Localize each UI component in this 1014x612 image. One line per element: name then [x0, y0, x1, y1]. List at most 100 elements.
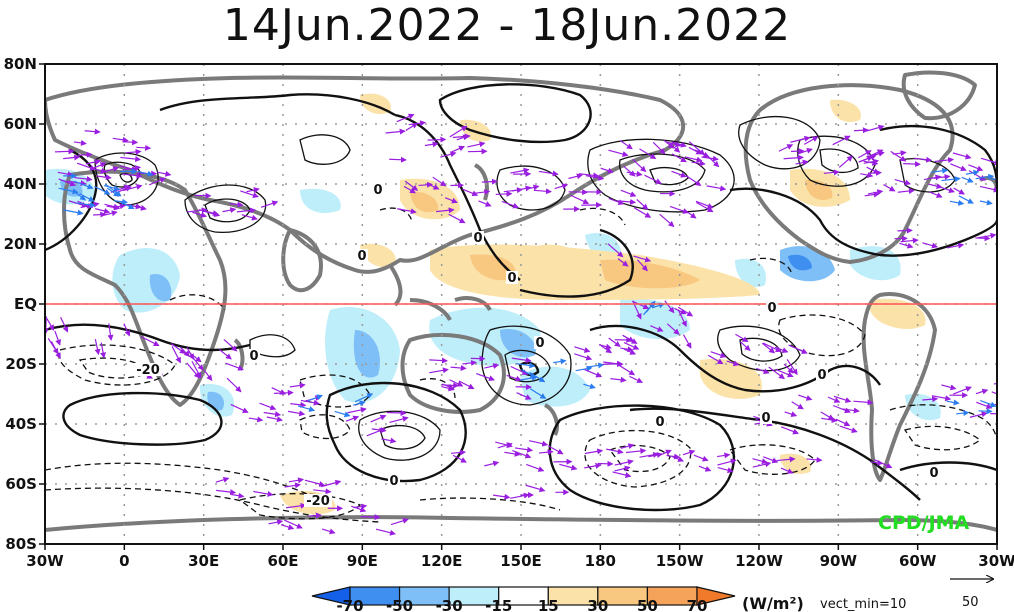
wind-vector	[798, 394, 813, 401]
contour-label: 0	[507, 271, 516, 286]
latitude-labels: 80N 60N 40N 20N EQ 20S 40S 60S 80S	[4, 55, 37, 553]
wind-vector	[354, 393, 374, 403]
wind-vector	[574, 353, 593, 361]
wind-vector	[191, 360, 202, 379]
wind-vector	[57, 171, 74, 178]
axis-ticks	[39, 63, 998, 550]
wind-vector	[608, 337, 621, 347]
wind-vector	[956, 410, 970, 417]
wind-vector	[290, 401, 307, 408]
wind-vector	[216, 489, 237, 495]
wind-vector	[62, 209, 84, 216]
wind-vector	[853, 127, 869, 134]
wind-vector	[620, 189, 637, 197]
contour-label: 0	[767, 301, 776, 316]
wind-vector	[478, 200, 492, 207]
wind-vector	[659, 213, 675, 228]
wind-vector	[930, 167, 949, 174]
wind-vector	[203, 369, 213, 381]
wind-vector	[617, 198, 637, 205]
wind-vector	[450, 365, 467, 371]
wind-vector	[784, 411, 798, 418]
wind-vector	[977, 232, 997, 239]
wind-vector	[510, 365, 529, 375]
wind-vector	[283, 519, 303, 529]
wind-vector	[386, 409, 407, 416]
wind-vector	[93, 211, 107, 218]
wind-vector	[706, 185, 727, 192]
colorbar-tick-label: 30	[587, 597, 608, 612]
wind-vector	[929, 191, 943, 198]
contour-label-group: 0 0 0 0 0 -20 0 0 0 0 0 -20 0 0	[134, 183, 940, 509]
wind-vector	[867, 189, 884, 196]
wind-vector	[701, 155, 719, 162]
wind-vector	[952, 152, 972, 160]
wind-vector	[122, 172, 143, 179]
wind-vector	[648, 452, 663, 458]
lat-label: EQ	[14, 295, 37, 313]
wind-vector	[510, 167, 530, 174]
wind-vector	[448, 213, 466, 224]
longitude-labels: 30W 0 30E 60E 90E 120E 150E 180 150W 120W 90W 60W 30…	[26, 552, 1014, 570]
wind-vector	[84, 128, 101, 135]
colorbar-tick-label: 70	[687, 597, 708, 612]
wind-vector	[853, 399, 874, 406]
wind-vector	[897, 188, 915, 194]
wind-vector	[436, 207, 455, 214]
contour-label-bg	[372, 183, 384, 196]
wind-vector	[462, 359, 477, 366]
wind-vector	[946, 399, 960, 406]
wind-vector	[263, 411, 282, 418]
wind-vector	[389, 416, 409, 424]
wind-vector	[568, 173, 583, 180]
wind-vector	[418, 181, 433, 188]
wind-vector	[883, 184, 896, 192]
wind-vector	[623, 165, 636, 177]
wind-vector	[429, 367, 449, 374]
wind-vector	[334, 410, 351, 418]
wind-vector	[554, 183, 569, 190]
wind-vector	[476, 372, 495, 382]
wind-vector	[969, 411, 988, 418]
wind-vector	[991, 178, 997, 181]
wind-vector	[666, 323, 680, 335]
wind-vector	[696, 202, 714, 213]
map-title: 14Jun.2022 - 18Jun.2022	[222, 0, 792, 51]
colorbar-tick-labels: -70 -50 -30 -15 15 30 50 70	[336, 597, 707, 612]
wind-vector	[76, 201, 96, 208]
wind-vector	[958, 195, 974, 204]
wind-vector	[612, 471, 632, 479]
wind-vector	[639, 451, 660, 458]
wind-vector	[698, 465, 712, 472]
wind-vector	[266, 416, 283, 423]
lat-label: 20N	[4, 235, 37, 253]
wind-vector	[937, 185, 955, 194]
wind-vector	[833, 395, 852, 403]
wind-vector	[440, 151, 457, 158]
wind-vector	[575, 365, 593, 372]
lon-label: 30W	[978, 552, 1014, 570]
wind-vector	[923, 174, 942, 181]
wind-vector	[58, 187, 79, 195]
wind-vector	[900, 237, 919, 244]
wind-vector	[975, 173, 995, 180]
wind-vector	[941, 384, 957, 391]
contour-label-bg	[928, 466, 940, 479]
wind-vector	[103, 184, 121, 192]
lat-label: 60N	[4, 115, 37, 133]
wind-vector	[631, 300, 650, 310]
lon-label: 30W	[26, 552, 64, 570]
wind-vector	[248, 416, 264, 423]
contour-label: -20	[136, 363, 160, 378]
wind-vector	[236, 207, 257, 214]
contour-label-bg	[534, 336, 546, 349]
wind-vector	[246, 187, 260, 193]
wind-vector	[761, 342, 776, 354]
wind-vector	[607, 243, 624, 258]
wind-vector	[780, 467, 794, 474]
lat-label: 80N	[4, 55, 37, 73]
wind-vector	[636, 199, 649, 210]
lat-label: 40S	[5, 415, 37, 433]
wind-vector	[574, 346, 591, 353]
